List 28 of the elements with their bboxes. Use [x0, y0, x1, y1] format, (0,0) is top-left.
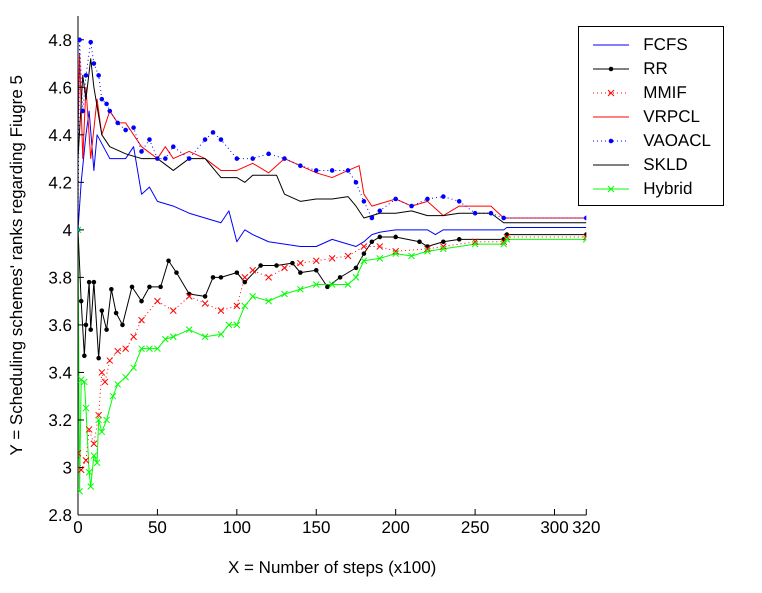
x-tick-label: 200 [381, 518, 410, 538]
x-tick-label: 300 [540, 518, 569, 538]
legend-label: VAOACL [643, 131, 711, 151]
y-axis-title: Y = Scheduling schemes' ranks regarding Fiugre 5 [7, 75, 26, 456]
legend-label: VRPCL [643, 107, 700, 127]
legend-label: SKLD [643, 155, 688, 175]
x-tick-label: 100 [222, 518, 252, 538]
y-tick-label: 3.4 [48, 363, 72, 382]
x-axis-title: X = Number of steps (x100) [228, 558, 436, 578]
x-tick-label: 0 [73, 518, 83, 538]
y-tick-label: 3.6 [48, 316, 72, 335]
y-tick-label: 3 [62, 458, 72, 478]
legend-label: Hybrid [643, 179, 692, 199]
x-tick-label: 50 [148, 518, 167, 538]
x-tick-label: 150 [302, 518, 330, 538]
y-tick-label: 4.2 [48, 173, 72, 192]
legend-label: FCFS [643, 35, 688, 55]
x-tick-label: 250 [460, 518, 490, 538]
y-tick-label: 3.2 [48, 410, 72, 430]
y-tick-label: 4.6 [48, 78, 72, 98]
x-tick-label: 320 [572, 518, 600, 538]
y-tick-label: 4 [62, 220, 72, 240]
y-tick-label: 3.8 [48, 268, 72, 288]
legend-label: RR [643, 59, 668, 79]
legend-label: MMIF [643, 83, 687, 103]
y-tick-label: 4.4 [48, 126, 72, 145]
y-tick-label: 4.8 [48, 30, 72, 50]
y-tick-label: 2.8 [48, 506, 72, 526]
